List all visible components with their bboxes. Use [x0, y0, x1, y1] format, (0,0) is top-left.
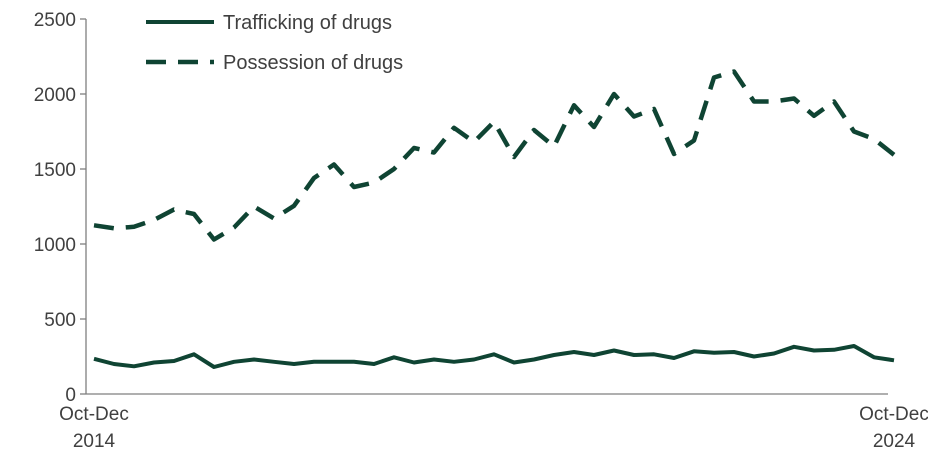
- chart-series: [93, 69, 896, 369]
- y-tick-label: 0: [65, 385, 76, 406]
- series-line-0: [93, 344, 895, 369]
- legend-label-0: Trafficking of drugs: [223, 12, 392, 34]
- y-tick-label: 1000: [34, 235, 76, 256]
- series-line-1: [93, 69, 896, 242]
- chart-legend: Trafficking of drugs Possession of drugs: [146, 12, 403, 74]
- x-tick-label-line1: Oct-Dec: [859, 404, 928, 425]
- y-tick-label: 1500: [34, 160, 76, 181]
- x-tick-label-line2: 2014: [73, 431, 116, 452]
- y-tick-label: 2000: [34, 85, 76, 106]
- x-tick-label-line1: Oct-Dec: [59, 404, 129, 425]
- x-tick-label-line2: 2024: [873, 431, 916, 452]
- y-tick-label: 2500: [34, 10, 76, 31]
- y-tick-label: 500: [44, 310, 76, 331]
- chart-axes: 0 500 1000 1500 2000 2500 Oct-Dec 2014 Oct-Dec 20…: [34, 10, 928, 452]
- legend-label-1: Possession of drugs: [223, 52, 403, 74]
